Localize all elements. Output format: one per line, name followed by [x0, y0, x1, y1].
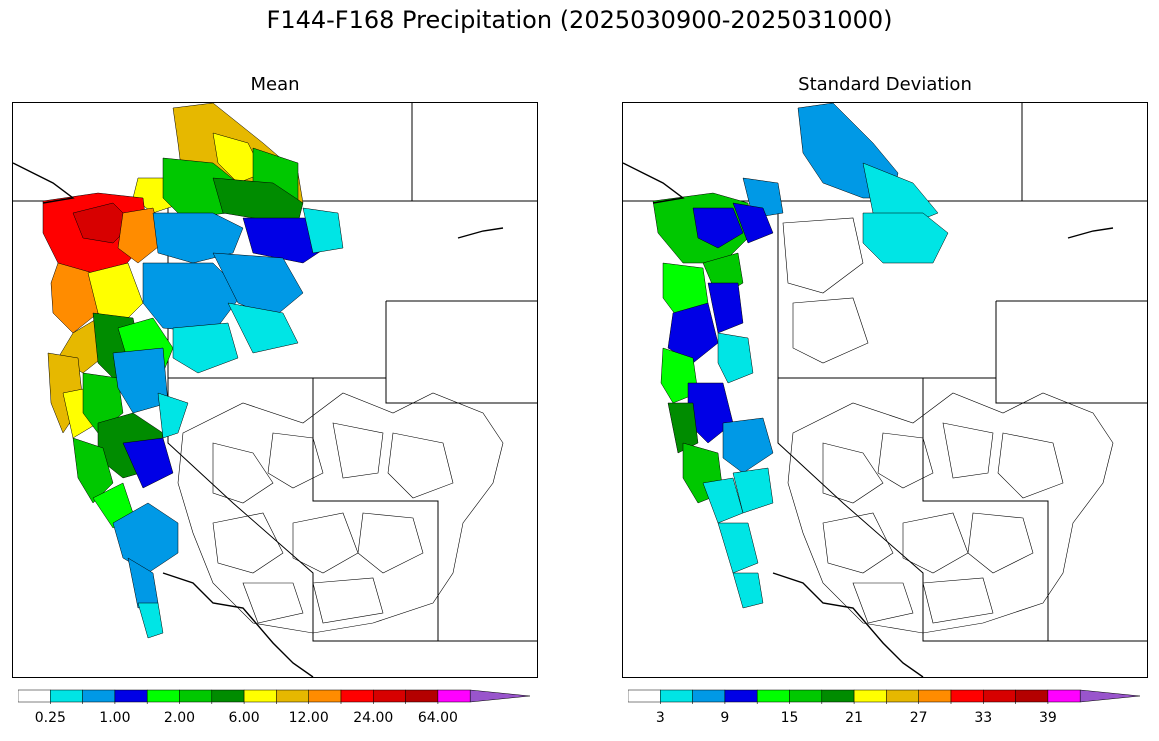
mean-colorbar-tick-label: 0.25	[34, 710, 66, 726]
stddev-colorbar-segment	[628, 689, 661, 703]
mean-colorbar-tick-label: 64.00	[417, 710, 458, 726]
mean-colorbar-segment	[308, 689, 342, 703]
stddev-colorbar-tick-label: 27	[909, 710, 928, 726]
stddev-panel-title: Standard Deviation	[798, 74, 972, 95]
mean-colorbar-labels: 0.25 1.00 2.00 6.00 12.00 24.00 64.00	[18, 710, 532, 730]
mean-colorbar-segment	[211, 689, 245, 703]
stddev-colorbar-segment	[918, 689, 952, 703]
stddev-colorbar-tick-label: 39	[1038, 710, 1057, 726]
mean-colorbar-tick-label: 2.00	[163, 710, 196, 726]
mean-colorbar-tick-label: 12.00	[288, 710, 329, 726]
stddev-colorbar-segment	[756, 689, 790, 703]
mean-colorbar-segment	[82, 689, 116, 703]
mean-colorbar-segment	[276, 689, 309, 703]
mean-colorbar-segment	[437, 689, 471, 703]
stddev-colorbar-tick-label: 15	[780, 710, 799, 726]
mean-colorbar-tick-label: 1.00	[99, 710, 131, 726]
stddev-colorbar-segment	[724, 689, 758, 703]
stddev-colorbar-segment	[660, 689, 693, 703]
stddev-colorbar-segment	[789, 689, 823, 703]
stddev-colorbar-tick-label: 21	[845, 710, 864, 726]
stddev-colorbar-labels: 3 9 15 21 27 33 39	[628, 710, 1142, 730]
mean-map	[12, 102, 538, 678]
stddev-colorbar-segment	[1047, 689, 1081, 703]
mean-colorbar-segment	[179, 689, 213, 703]
stddev-colorbar-segment	[853, 689, 887, 703]
stddev-colorbar-segment	[692, 689, 726, 703]
mean-colorbar-segment	[50, 689, 83, 703]
mean-colorbar-segment	[340, 689, 374, 703]
stddev-colorbar-tick-label: 33	[974, 710, 993, 726]
stddev-colorbar-segment	[821, 689, 855, 703]
mean-panel-title: Mean	[250, 74, 300, 95]
stddev-map	[622, 102, 1148, 678]
mean-colorbar-segment	[114, 689, 148, 703]
stddev-colorbar-tick-label: 3	[655, 710, 665, 726]
stddev-colorbar-tick-label: 9	[720, 710, 730, 726]
stddev-colorbar-segment	[950, 689, 984, 703]
mean-colorbar-tick-label: 24.00	[353, 710, 394, 726]
mean-colorbar-segment	[405, 689, 439, 703]
stddev-colorbar	[628, 689, 1141, 704]
stddev-colorbar-segment	[886, 689, 919, 703]
stddev-colorbar-segment	[1015, 689, 1049, 703]
mean-colorbar-segment	[18, 689, 51, 703]
stddev-colorbar-extend-arrow	[1079, 689, 1141, 703]
mean-colorbar-segment	[243, 689, 277, 703]
mean-colorbar-extend-arrow	[469, 689, 531, 703]
figure-title: F144-F168 Precipitation (2025030900-2025…	[266, 6, 893, 34]
mean-colorbar-segment	[373, 689, 406, 703]
stddev-colorbar-segment	[983, 689, 1016, 703]
mean-colorbar-tick-label: 6.00	[228, 710, 260, 726]
mean-colorbar	[18, 689, 531, 704]
mean-colorbar-segment	[146, 689, 180, 703]
